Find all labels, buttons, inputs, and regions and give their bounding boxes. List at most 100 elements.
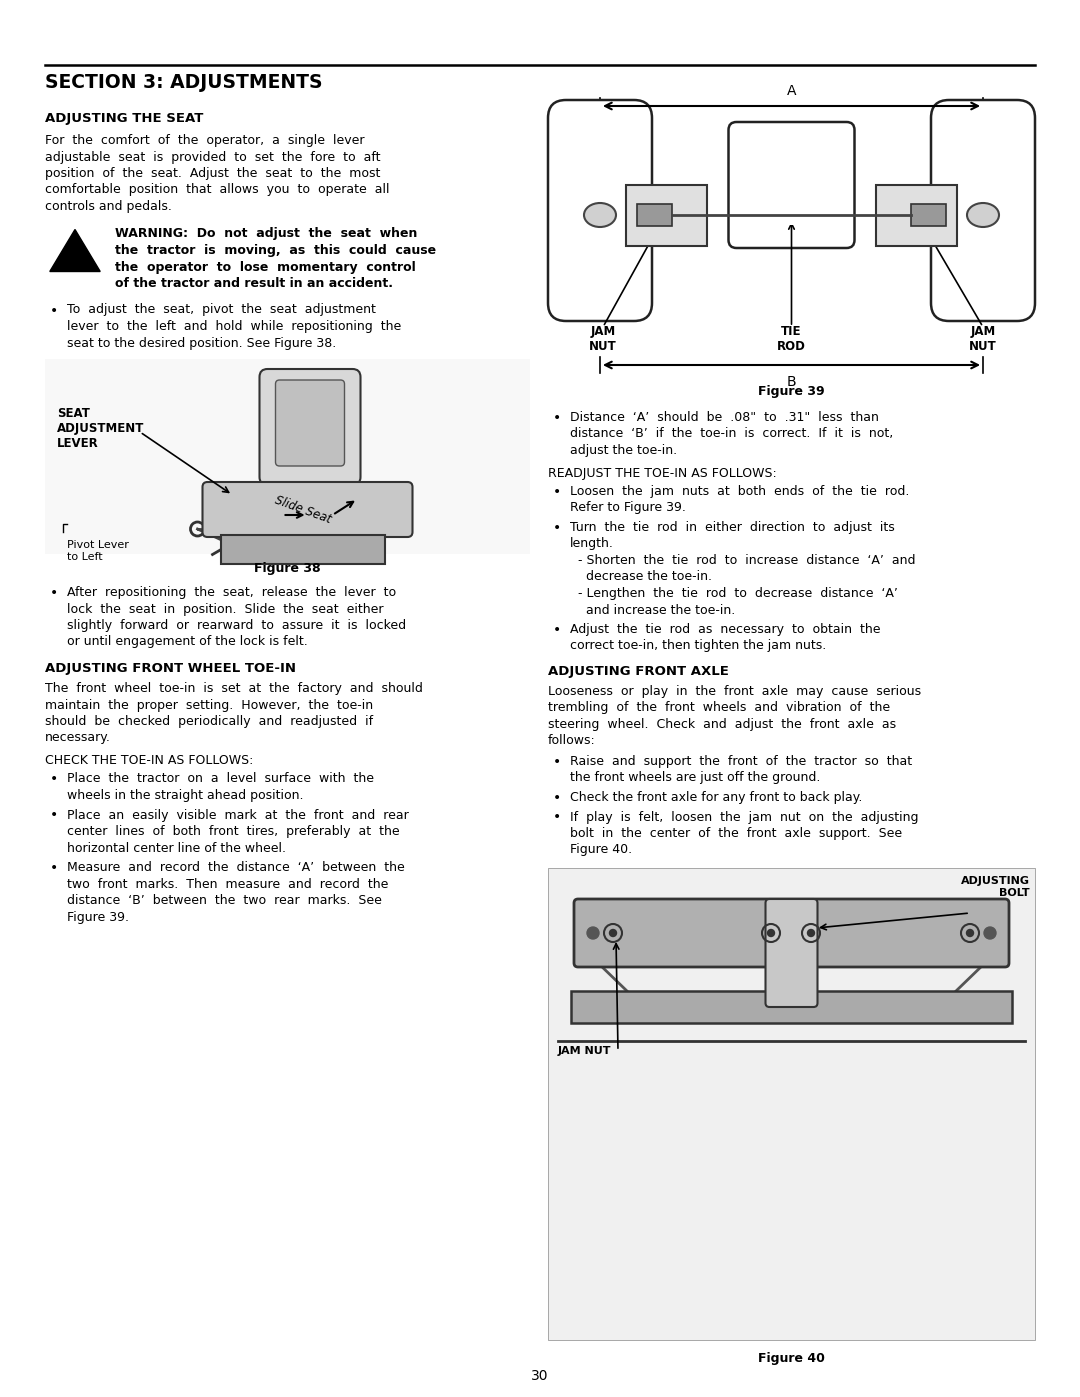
Text: Figure 40.: Figure 40. [570, 844, 632, 856]
Text: A: A [786, 84, 796, 98]
Text: Adjust  the  tie  rod  as  necessary  to  obtain  the: Adjust the tie rod as necessary to obtai… [570, 623, 880, 636]
Text: two  front  marks.  Then  measure  and  record  the: two front marks. Then measure and record… [67, 877, 389, 890]
Text: If  play  is  felt,  loosen  the  jam  nut  on  the  adjusting: If play is felt, loosen the jam nut on t… [570, 810, 918, 823]
FancyBboxPatch shape [931, 101, 1035, 321]
Text: Place  the  tractor  on  a  level  surface  with  the: Place the tractor on a level surface wit… [67, 773, 374, 785]
Text: Place  an  easily  visible  mark  at  the  front  and  rear: Place an easily visible mark at the fron… [67, 809, 408, 821]
Text: The  front  wheel  toe-in  is  set  at  the  factory  and  should: The front wheel toe-in is set at the fac… [45, 682, 423, 694]
Text: comfortable  position  that  allows  you  to  operate  all: comfortable position that allows you to … [45, 183, 390, 197]
Text: •: • [50, 585, 58, 599]
Text: Turn  the  tie  rod  in  either  direction  to  adjust  its: Turn the tie rod in either direction to … [570, 521, 894, 534]
Text: and increase the toe-in.: and increase the toe-in. [578, 604, 735, 616]
Text: of the tractor and result in an accident.: of the tractor and result in an accident… [114, 277, 393, 291]
Text: •: • [50, 809, 58, 823]
Text: adjust the toe-in.: adjust the toe-in. [570, 444, 677, 457]
FancyBboxPatch shape [571, 990, 1012, 1023]
Polygon shape [50, 229, 100, 271]
Text: READJUST THE TOE-IN AS FOLLOWS:: READJUST THE TOE-IN AS FOLLOWS: [548, 467, 777, 479]
Text: the front wheels are just off the ground.: the front wheels are just off the ground… [570, 771, 821, 785]
Circle shape [609, 929, 617, 936]
FancyBboxPatch shape [573, 900, 1009, 967]
Text: For  the  comfort  of  the  operator,  a  single  lever: For the comfort of the operator, a singl… [45, 134, 365, 147]
Text: SECTION 3: ADJUSTMENTS: SECTION 3: ADJUSTMENTS [45, 73, 323, 92]
FancyBboxPatch shape [766, 900, 818, 1007]
Text: JAM NUT: JAM NUT [558, 1046, 611, 1056]
Text: adjustable  seat  is  provided  to  set  the  fore  to  aft: adjustable seat is provided to set the f… [45, 151, 380, 163]
Text: SEAT
ADJUSTMENT
LEVER: SEAT ADJUSTMENT LEVER [57, 407, 145, 450]
Text: Distance  ‘A’  should  be  .08"  to  .31"  less  than: Distance ‘A’ should be .08" to .31" less… [570, 411, 879, 425]
FancyBboxPatch shape [548, 868, 1035, 1340]
Text: Pivot Lever
to Left: Pivot Lever to Left [67, 541, 129, 562]
Text: controls and pedals.: controls and pedals. [45, 200, 172, 212]
FancyBboxPatch shape [275, 380, 345, 467]
Text: wheels in the straight ahead position.: wheels in the straight ahead position. [67, 789, 303, 802]
Text: To  adjust  the  seat,  pivot  the  seat  adjustment: To adjust the seat, pivot the seat adjus… [67, 303, 376, 317]
Text: TIE
ROD: TIE ROD [778, 326, 806, 353]
FancyBboxPatch shape [220, 535, 384, 564]
Text: JAM
NUT: JAM NUT [969, 326, 997, 353]
Text: length.: length. [570, 538, 613, 550]
Text: lever  to  the  left  and  hold  while  repositioning  the: lever to the left and hold while reposit… [67, 320, 402, 332]
Circle shape [967, 929, 973, 936]
Text: Figure 39: Figure 39 [758, 386, 825, 398]
Text: Looseness  or  play  in  the  front  axle  may  cause  serious: Looseness or play in the front axle may … [548, 685, 921, 698]
FancyBboxPatch shape [752, 149, 832, 225]
Circle shape [588, 928, 599, 939]
Text: B: B [786, 374, 796, 388]
Text: horizontal center line of the wheel.: horizontal center line of the wheel. [67, 841, 286, 855]
Text: center  lines  of  both  front  tires,  preferably  at  the: center lines of both front tires, prefer… [67, 826, 400, 838]
Text: should  be  checked  periodically  and  readjusted  if: should be checked periodically and readj… [45, 715, 373, 728]
Text: steering  wheel.  Check  and  adjust  the  front  axle  as: steering wheel. Check and adjust the fro… [548, 718, 896, 731]
Text: follows:: follows: [548, 735, 596, 747]
Text: slightly  forward  or  rearward  to  assure  it  is  locked: slightly forward or rearward to assure i… [67, 619, 406, 631]
Text: Refer to Figure 39.: Refer to Figure 39. [570, 502, 686, 514]
Text: •: • [553, 485, 562, 499]
Text: ADJUSTING
BOLT: ADJUSTING BOLT [961, 876, 1030, 898]
Text: distance  ‘B’  if  the  toe-in  is  correct.  If  it  is  not,: distance ‘B’ if the toe-in is correct. I… [570, 427, 893, 440]
Text: distance  ‘B’  between  the  two  rear  marks.  See: distance ‘B’ between the two rear marks.… [67, 894, 382, 907]
Text: Figure 38: Figure 38 [254, 562, 321, 576]
Text: •: • [553, 623, 562, 637]
FancyBboxPatch shape [259, 369, 361, 485]
Text: After  repositioning  the  seat,  release  the  lever  to: After repositioning the seat, release th… [67, 585, 396, 599]
Circle shape [984, 928, 996, 939]
Ellipse shape [967, 203, 999, 226]
Text: JAM
NUT: JAM NUT [589, 326, 617, 353]
Text: 30: 30 [531, 1369, 549, 1383]
Text: Figure 39.: Figure 39. [67, 911, 129, 923]
FancyBboxPatch shape [637, 204, 672, 226]
Text: !: ! [70, 246, 80, 265]
Text: necessary.: necessary. [45, 732, 111, 745]
Text: or until engagement of the lock is felt.: or until engagement of the lock is felt. [67, 636, 308, 648]
Text: ADJUSTING FRONT AXLE: ADJUSTING FRONT AXLE [548, 665, 729, 678]
FancyBboxPatch shape [203, 482, 413, 536]
Ellipse shape [584, 203, 616, 226]
Circle shape [768, 929, 774, 936]
Text: Figure 40: Figure 40 [758, 1352, 825, 1365]
FancyBboxPatch shape [876, 184, 957, 246]
Text: ADJUSTING FRONT WHEEL TOE-IN: ADJUSTING FRONT WHEEL TOE-IN [45, 662, 296, 675]
Text: the  tractor  is  moving,  as  this  could  cause: the tractor is moving, as this could cau… [114, 244, 436, 257]
Circle shape [808, 929, 814, 936]
Text: decrease the toe-in.: decrease the toe-in. [578, 570, 712, 584]
Text: •: • [553, 411, 562, 425]
FancyBboxPatch shape [626, 184, 707, 246]
Text: •: • [50, 773, 58, 787]
Text: the  operator  to  lose  momentary  control: the operator to lose momentary control [114, 260, 416, 274]
Text: ADJUSTING THE SEAT: ADJUSTING THE SEAT [45, 112, 203, 124]
Text: •: • [553, 791, 562, 805]
Text: seat to the desired position. See Figure 38.: seat to the desired position. See Figure… [67, 337, 336, 349]
Text: Loosen  the  jam  nuts  at  both  ends  of  the  tie  rod.: Loosen the jam nuts at both ends of the … [570, 485, 909, 497]
Text: correct toe-in, then tighten the jam nuts.: correct toe-in, then tighten the jam nut… [570, 640, 826, 652]
Text: •: • [553, 810, 562, 824]
Text: - Shorten  the  tie  rod  to  increase  distance  ‘A’  and: - Shorten the tie rod to increase distan… [578, 555, 916, 567]
Text: •: • [553, 754, 562, 768]
Text: maintain  the  proper  setting.  However,  the  toe-in: maintain the proper setting. However, th… [45, 698, 373, 711]
Text: - Lengthen  the  tie  rod  to  decrease  distance  ‘A’: - Lengthen the tie rod to decrease dista… [578, 587, 897, 599]
FancyBboxPatch shape [729, 122, 854, 249]
Text: bolt  in  the  center  of  the  front  axle  support.  See: bolt in the center of the front axle sup… [570, 827, 902, 840]
Text: Raise  and  support  the  front  of  the  tractor  so  that: Raise and support the front of the tract… [570, 754, 913, 768]
Text: position  of  the  seat.  Adjust  the  seat  to  the  most: position of the seat. Adjust the seat to… [45, 168, 380, 180]
Text: •: • [553, 521, 562, 535]
Text: •: • [50, 303, 58, 317]
